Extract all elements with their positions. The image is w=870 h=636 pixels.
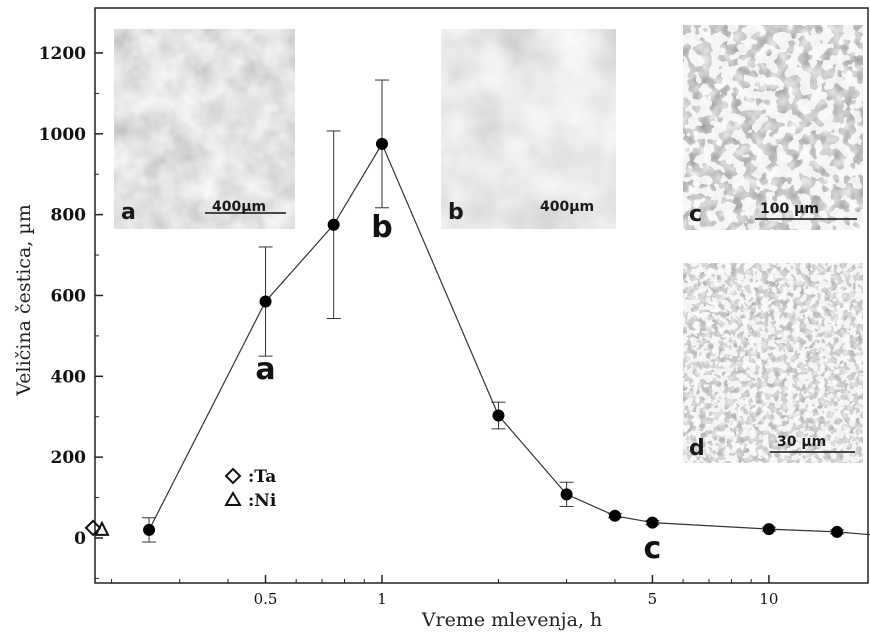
sem-inset-b: b 400µm (441, 29, 616, 229)
x-tick-label: 0.5 (254, 590, 278, 608)
sem-inset-a: a 400µm (114, 29, 295, 229)
x-tick-label: 5 (648, 590, 658, 608)
inset-d-letter: d (689, 436, 705, 461)
y-tick-label: 200 (51, 448, 87, 468)
reference-points (84, 519, 110, 537)
data-point (608, 509, 621, 522)
inset-b-letter: b (448, 200, 464, 225)
data-point (762, 523, 775, 536)
y-axis: 0 200 400 600 800 1000 1200 (39, 44, 103, 579)
y-tick-label: 1200 (39, 44, 86, 64)
legend-ni-triangle (224, 491, 242, 506)
y-tick-label: 0 (74, 529, 86, 549)
data-series (142, 79, 870, 543)
point-label-b: b (371, 210, 392, 245)
legend-ta-label: :Ta (248, 467, 276, 487)
y-tick-label: 1000 (39, 125, 86, 145)
data-point (327, 218, 340, 231)
y-axis-title: Veličina čestica, µm (13, 204, 35, 396)
data-point (259, 295, 272, 308)
data-point (376, 137, 388, 150)
point-labels: abcd (255, 210, 662, 566)
inset-c-letter: c (689, 202, 702, 227)
inset-a-letter: a (121, 200, 136, 225)
legend-ta-diamond (224, 467, 242, 485)
y-tick-label: 600 (51, 286, 87, 306)
inset-c-scale-label: 100 µm (760, 201, 819, 217)
inset-a-scale-label: 400µm (212, 199, 266, 215)
sem-inset-c: c 100 µm (683, 25, 863, 230)
x-tick-label: 1 (377, 590, 387, 608)
y-tick-label: 400 (51, 367, 87, 387)
x-tick-label: 10 (759, 590, 778, 608)
data-point (646, 516, 659, 529)
data-point (831, 525, 844, 538)
sem-inset-d: d 30 µm (683, 263, 863, 463)
x-axis-title: Vreme mlevenja, h (421, 609, 602, 631)
legend-ni-label: :Ni (248, 491, 277, 511)
point-label-c: c (644, 531, 662, 566)
inset-b-scale-label: 400µm (540, 199, 594, 215)
x-axis: 0.5151020 (111, 575, 778, 608)
data-point (560, 488, 573, 501)
legend: :Ta :Ni (224, 467, 277, 511)
data-point (492, 409, 505, 422)
y-tick-label: 800 (51, 206, 87, 226)
inset-d-scale-label: 30 µm (777, 434, 826, 450)
data-point (143, 523, 156, 536)
reference-ni-point (94, 520, 110, 536)
sem-insets: a 400µm b 400µm c 100 µm d 30 µm (114, 25, 863, 463)
point-label-a: a (255, 352, 275, 387)
reference-ta-point (84, 519, 102, 537)
